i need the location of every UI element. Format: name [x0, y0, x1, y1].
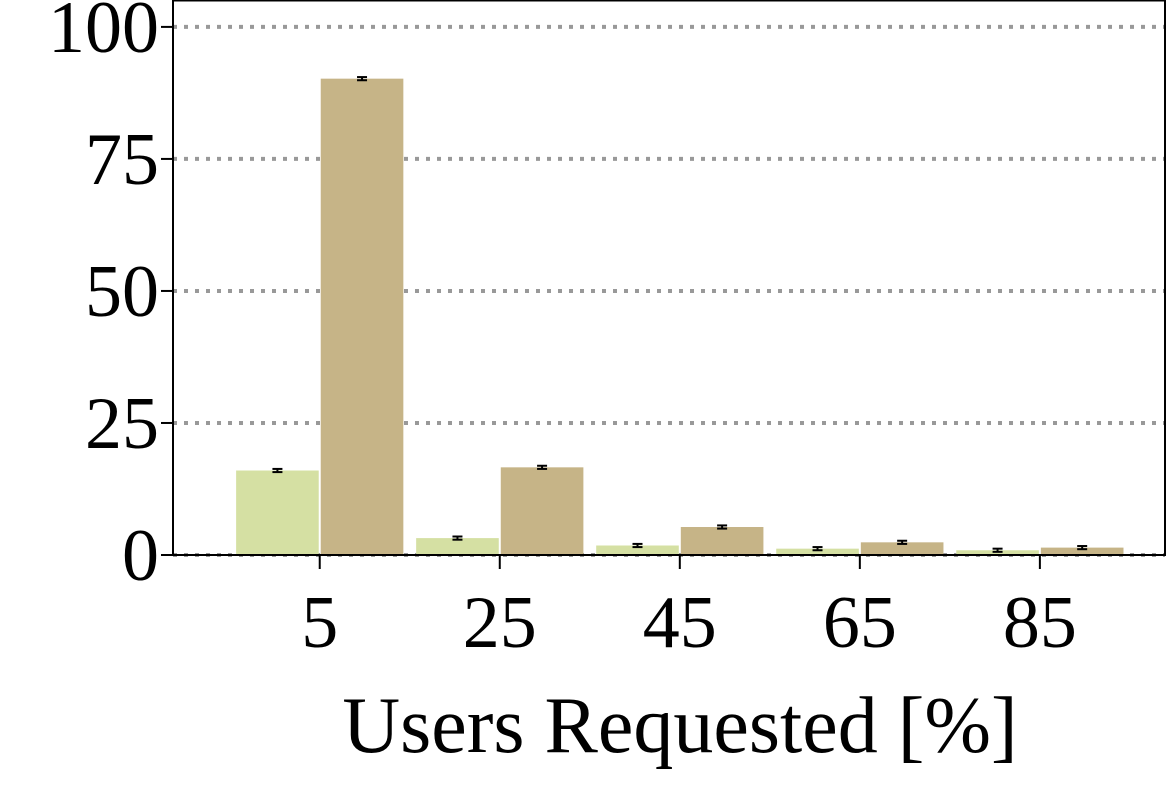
x-tick-label: 85	[1003, 582, 1077, 664]
y-tick-label: 25	[85, 383, 159, 465]
x-tick-label: 65	[823, 582, 897, 664]
y-tick-label: 0	[122, 515, 159, 597]
bar	[236, 470, 319, 555]
x-axis-label: Users Requested [%]	[342, 682, 1017, 770]
y-tick-label: 75	[85, 119, 159, 201]
bar	[680, 527, 764, 555]
error-bar	[897, 539, 908, 545]
error-bar	[632, 542, 643, 549]
error-bar	[357, 76, 368, 82]
x-tick-label: 5	[301, 582, 338, 664]
bar	[320, 78, 404, 556]
plot-frame	[172, 0, 1166, 556]
x-tick-label: 25	[463, 582, 537, 664]
bar	[860, 542, 944, 555]
bar	[416, 538, 499, 555]
bar	[596, 545, 679, 555]
y-tick-label: 100	[48, 0, 159, 69]
error-bar	[717, 524, 728, 530]
bar	[776, 548, 859, 555]
error-bar	[272, 467, 283, 474]
y-tick-label: 50	[85, 251, 159, 333]
bar	[500, 467, 584, 555]
x-tick-label: 45	[643, 582, 717, 664]
bar	[1040, 547, 1124, 555]
error-bar	[452, 535, 463, 541]
error-bar	[812, 546, 823, 552]
error-bar	[1077, 545, 1088, 551]
error-bar	[537, 464, 548, 470]
error-bar	[992, 547, 1003, 553]
